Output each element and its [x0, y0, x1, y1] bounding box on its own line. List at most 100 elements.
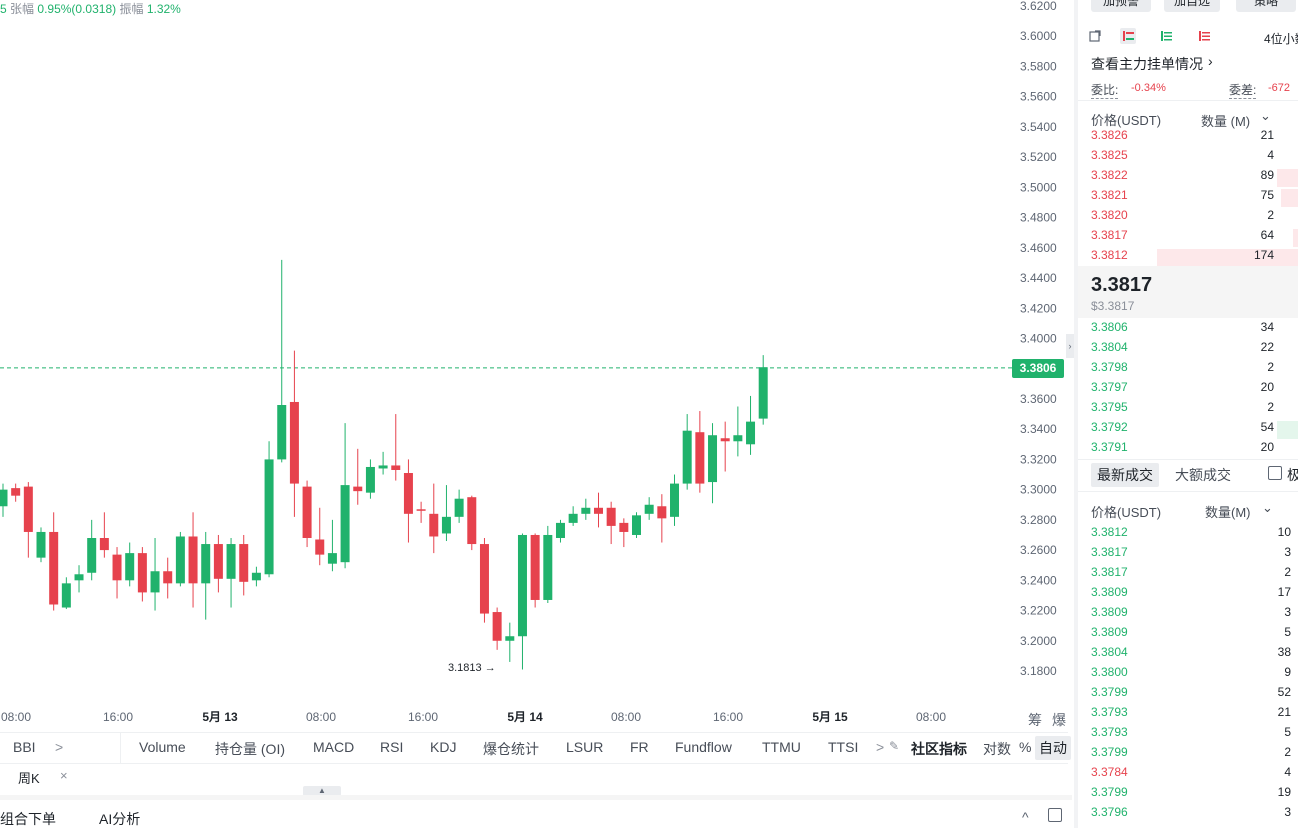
- trade-price: 3.3799: [1091, 785, 1128, 799]
- x-tick-label: 08:00: [611, 710, 641, 724]
- community-indicators[interactable]: 社区指标: [911, 741, 967, 757]
- orderbook-row[interactable]: 3.3804 22: [1091, 340, 1298, 360]
- strategy-button[interactable]: 策略: [1236, 0, 1296, 12]
- percent-scale-toggle[interactable]: %: [1019, 739, 1032, 755]
- orderbook-row[interactable]: 3.3822 89: [1091, 168, 1298, 188]
- x-tick-label: 08:00: [306, 710, 336, 724]
- order-qty: 54: [1260, 420, 1274, 434]
- trade-row: 3.3804 38: [1091, 645, 1298, 665]
- candle: [644, 497, 654, 520]
- chevron-down-icon[interactable]: ⌄: [1260, 108, 1271, 123]
- ai-analysis-tab[interactable]: AI分析: [99, 811, 141, 827]
- candle: [23, 482, 33, 558]
- asks-only-icon[interactable]: [1196, 28, 1212, 44]
- change-label: 张幅: [10, 2, 35, 16]
- indicator-macd[interactable]: MACD: [313, 739, 355, 755]
- candle: [49, 512, 59, 611]
- main-orders-link[interactable]: 查看主力挂单情况: [1091, 56, 1203, 72]
- trade-price: 3.3800: [1091, 665, 1128, 679]
- candle: [632, 512, 641, 538]
- period-tab-weekly[interactable]: 周K: [18, 771, 40, 786]
- orderbook-row[interactable]: 3.3821 75: [1091, 188, 1298, 208]
- qty-column-header[interactable]: 数量 (M): [1201, 114, 1251, 129]
- combo-order-tab[interactable]: 组合下单: [0, 811, 56, 827]
- candle: [302, 480, 312, 548]
- indicator-volume[interactable]: Volume: [139, 739, 186, 755]
- indicator-kdj[interactable]: KDJ: [430, 739, 457, 755]
- orderbook-row[interactable]: 3.3820 2: [1091, 208, 1298, 228]
- indicator-ttmu[interactable]: TTMU: [762, 739, 801, 755]
- trade-qty: 3: [1284, 605, 1291, 619]
- log-scale-toggle[interactable]: 对数: [983, 741, 1011, 757]
- indicator-liquidation[interactable]: 爆仓统计: [483, 741, 539, 757]
- indicator-rsi[interactable]: RSI: [380, 739, 404, 755]
- stats-prefix: 5: [0, 2, 7, 16]
- y-tick-label: 3.5200: [1020, 150, 1057, 164]
- candle: [492, 607, 502, 650]
- orderbook-row[interactable]: 3.3798 2: [1091, 360, 1298, 380]
- indicator-oi[interactable]: 持仓量 (OI): [215, 741, 285, 757]
- external-link-icon[interactable]: [1087, 28, 1103, 44]
- candle: [150, 538, 160, 611]
- indicator-bbi[interactable]: BBI: [13, 739, 36, 755]
- candle: [112, 547, 122, 599]
- orderbook-row[interactable]: 3.3826 21: [1091, 128, 1298, 148]
- liquidation-button[interactable]: 爆: [1052, 712, 1066, 728]
- chevron-right-icon[interactable]: ›: [1208, 53, 1213, 69]
- y-tick-label: 3.4600: [1020, 241, 1057, 255]
- y-tick-label: 3.5000: [1020, 180, 1057, 194]
- last-price-usd: $3.3817: [1091, 299, 1135, 313]
- candle: [619, 518, 629, 548]
- resize-handle[interactable]: ▲: [303, 786, 341, 796]
- chevron-down-icon[interactable]: ⌄: [1262, 500, 1273, 515]
- candle: [593, 492, 603, 528]
- candle: [0, 483, 8, 517]
- orderbook-row[interactable]: 3.3797 20: [1091, 380, 1298, 400]
- orderbook-row[interactable]: 3.3812 174: [1091, 248, 1298, 268]
- trade-qty: 4: [1284, 765, 1291, 779]
- order-qty: 75: [1260, 188, 1274, 202]
- order-price: 3.3826: [1091, 128, 1128, 142]
- filter-checkbox[interactable]: [1268, 466, 1282, 480]
- precision-select[interactable]: 4位小数: [1264, 32, 1298, 46]
- chevron-right-icon[interactable]: >: [55, 739, 64, 755]
- orderbook-row[interactable]: 3.3817 64: [1091, 228, 1298, 248]
- orderbook-row[interactable]: 3.3791 20: [1091, 440, 1298, 460]
- candle: [36, 527, 46, 563]
- candle: [670, 474, 680, 526]
- tab-large-trades[interactable]: 大额成交: [1175, 467, 1231, 483]
- trade-price-header: 价格(USDT): [1091, 505, 1162, 520]
- close-icon[interactable]: ×: [60, 768, 68, 783]
- indicator-fundflow[interactable]: Fundflow: [675, 739, 732, 755]
- collapse-panel-handle[interactable]: ›: [1066, 334, 1074, 358]
- add-alert-button[interactable]: 加预警: [1091, 0, 1151, 12]
- trade-row: 3.3799 19: [1091, 785, 1298, 805]
- indicator-lsur[interactable]: LSUR: [566, 739, 604, 755]
- bids-only-icon[interactable]: [1158, 28, 1174, 44]
- tab-latest-trades[interactable]: 最新成交: [1091, 463, 1159, 487]
- orderbook-row[interactable]: 3.3792 54: [1091, 420, 1298, 440]
- both-sides-icon[interactable]: [1120, 28, 1136, 44]
- trade-qty-header[interactable]: 数量(M): [1205, 505, 1251, 520]
- chip-button[interactable]: 筹: [1028, 712, 1042, 728]
- candle: [340, 423, 350, 569]
- indicator-fr[interactable]: FR: [630, 739, 649, 755]
- chevron-up-icon[interactable]: ^: [1022, 809, 1029, 825]
- orderbook-row[interactable]: 3.3795 2: [1091, 400, 1298, 420]
- candlestick-chart[interactable]: 3.6200 3.6000 3.5800 3.5600 3.5400 3.5200 3.50…: [0, 0, 1068, 732]
- candle: [429, 483, 439, 554]
- add-favorite-button[interactable]: 加自选: [1164, 0, 1220, 12]
- y-tick-label: 3.3000: [1020, 483, 1057, 497]
- y-tick-label: 3.2600: [1020, 543, 1057, 557]
- trade-row: 3.3812 10: [1091, 525, 1298, 545]
- indicator-ttsi[interactable]: TTSI: [828, 739, 859, 755]
- y-tick-label: 3.4400: [1020, 271, 1057, 285]
- candle: [188, 512, 198, 608]
- more-indicators-icon[interactable]: >: [876, 739, 885, 755]
- auto-scale-toggle[interactable]: 自动: [1035, 736, 1071, 760]
- orderbook-row[interactable]: 3.3825 4: [1091, 148, 1298, 168]
- trade-price: 3.3793: [1091, 705, 1128, 719]
- orderbook-row[interactable]: 3.3806 34: [1091, 320, 1298, 340]
- expand-icon[interactable]: [1048, 808, 1062, 822]
- edit-icon[interactable]: ✎: [889, 739, 900, 753]
